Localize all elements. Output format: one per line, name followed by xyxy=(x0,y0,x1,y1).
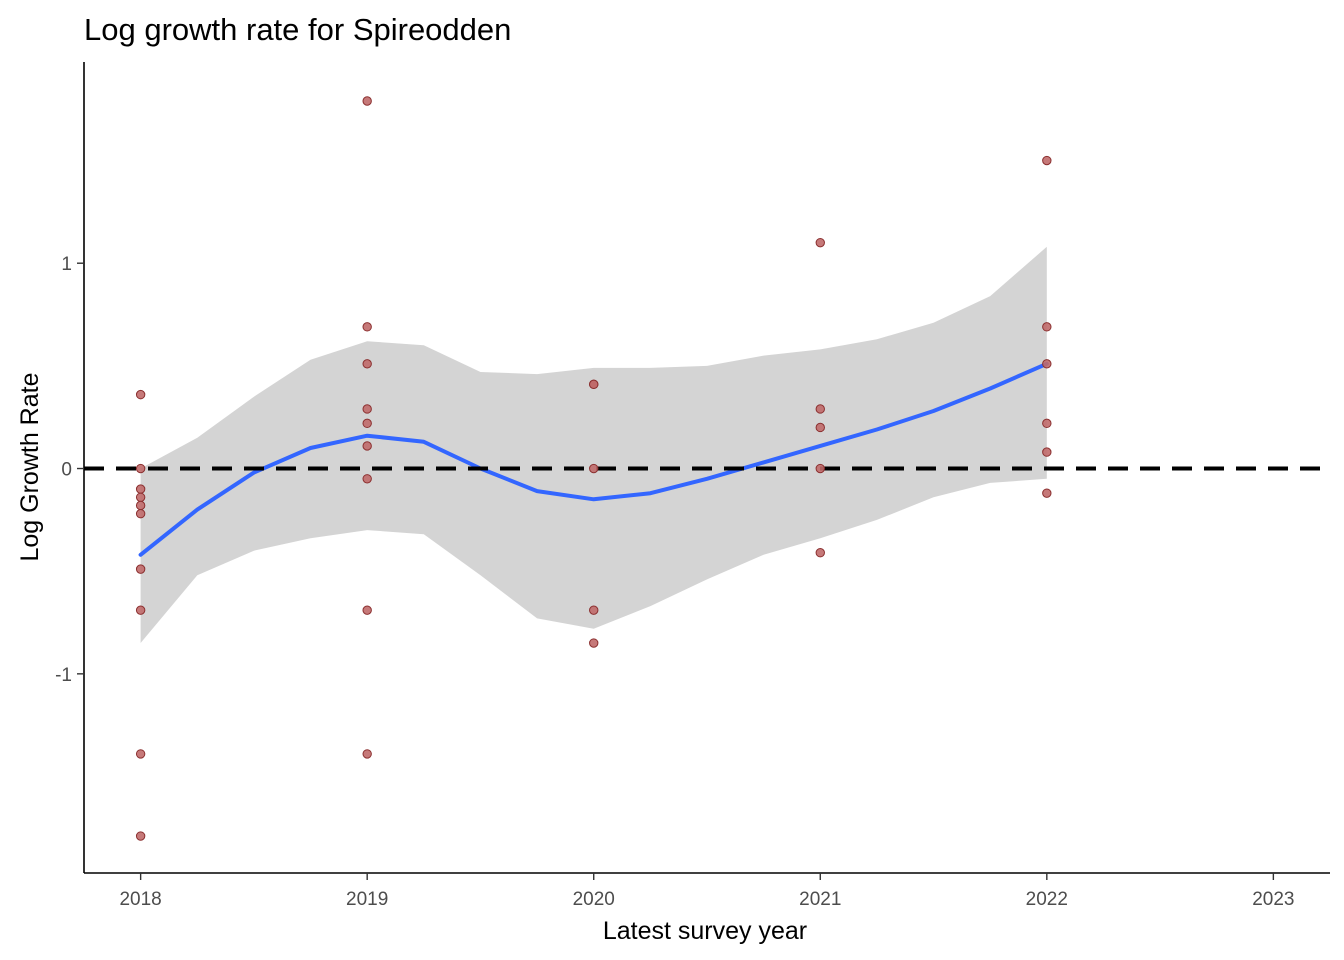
data-point xyxy=(135,749,146,759)
data-point xyxy=(362,605,372,615)
x-tick-label: 2019 xyxy=(346,889,388,910)
data-point xyxy=(135,508,146,519)
data-point xyxy=(135,605,146,615)
y-axis-title: Log Growth Rate xyxy=(16,373,44,562)
data-point xyxy=(815,404,825,414)
smooth-line-layer xyxy=(138,361,1049,557)
data-points xyxy=(135,96,1052,841)
confidence-band xyxy=(140,246,1047,644)
data-point xyxy=(589,379,599,390)
data-point xyxy=(135,484,146,494)
data-point xyxy=(135,463,146,474)
data-point xyxy=(135,831,146,841)
y-tick-label: 0 xyxy=(61,460,72,481)
data-point xyxy=(362,359,372,369)
data-point xyxy=(135,389,146,400)
data-point xyxy=(362,418,372,429)
data-point xyxy=(1042,447,1052,457)
data-point xyxy=(1042,418,1052,429)
data-point xyxy=(135,500,146,511)
data-point xyxy=(589,605,599,615)
data-point xyxy=(362,96,372,106)
data-point xyxy=(589,463,599,474)
x-tick-label: 2018 xyxy=(119,889,161,910)
axes: 2018 2019 2020 2021 2022 2023 -1 0 1 xyxy=(55,62,1330,910)
data-point xyxy=(362,441,372,451)
data-point xyxy=(815,548,825,558)
data-point xyxy=(815,237,825,248)
data-point xyxy=(1042,322,1052,332)
chart-title: Log growth rate for Spireodden xyxy=(84,12,511,47)
data-point xyxy=(362,749,372,759)
data-point xyxy=(815,422,825,433)
data-point xyxy=(1042,488,1052,498)
x-axis-title: Latest survey year xyxy=(603,917,807,945)
y-tick-label: -1 xyxy=(55,665,72,686)
x-tick-label: 2022 xyxy=(1026,889,1068,910)
data-point xyxy=(1042,359,1052,369)
confidence-band-layer xyxy=(140,246,1047,644)
data-point xyxy=(135,564,146,574)
data-point xyxy=(589,638,599,648)
x-tick-label: 2021 xyxy=(799,889,841,910)
data-point xyxy=(1042,155,1052,166)
x-tick-label: 2023 xyxy=(1252,889,1294,910)
data-point xyxy=(362,322,372,332)
data-point xyxy=(815,463,825,474)
y-tick-label: 1 xyxy=(61,254,72,275)
data-point xyxy=(362,474,372,484)
data-point xyxy=(362,404,372,414)
data-point xyxy=(135,492,146,502)
smooth-line xyxy=(138,361,1049,557)
x-tick-label: 2020 xyxy=(573,889,615,910)
